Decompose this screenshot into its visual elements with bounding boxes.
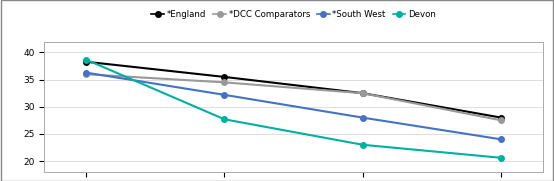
*England bbox=[498, 117, 505, 119]
*DCC Comparators bbox=[221, 81, 228, 83]
Devon bbox=[360, 144, 366, 146]
Devon bbox=[221, 118, 228, 120]
Line: *DCC Comparators: *DCC Comparators bbox=[83, 71, 504, 123]
*DCC Comparators bbox=[360, 92, 366, 94]
*DCC Comparators bbox=[498, 119, 505, 121]
*England bbox=[221, 76, 228, 78]
*DCC Comparators bbox=[83, 73, 89, 75]
Legend: *England, *DCC Comparators, *South West, Devon: *England, *DCC Comparators, *South West,… bbox=[148, 7, 439, 23]
*South West bbox=[83, 71, 89, 74]
Line: *South West: *South West bbox=[83, 70, 504, 142]
Text: Outcome for 1I(2) - Proportion of carers who reported that they had as much soci: Outcome for 1I(2) - Proportion of carers… bbox=[4, 12, 550, 21]
Line: *England: *England bbox=[83, 59, 504, 120]
*England bbox=[360, 92, 366, 94]
*South West bbox=[498, 138, 505, 140]
Devon bbox=[83, 58, 89, 61]
Devon bbox=[498, 157, 505, 159]
Line: Devon: Devon bbox=[83, 57, 504, 161]
*England bbox=[83, 61, 89, 63]
*South West bbox=[221, 94, 228, 96]
*South West bbox=[360, 117, 366, 119]
